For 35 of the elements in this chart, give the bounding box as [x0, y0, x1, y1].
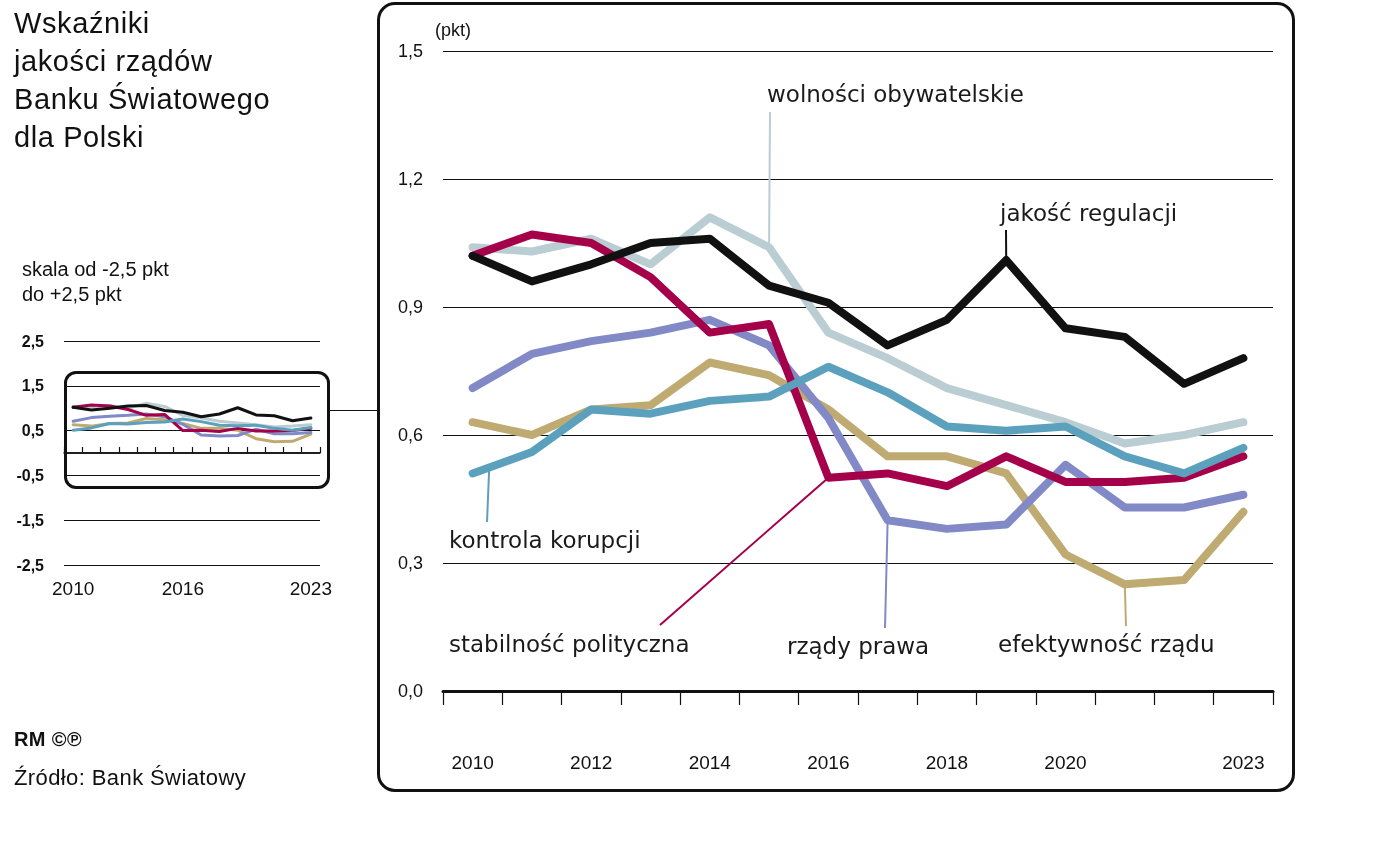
y-tick-label: 0,5: [21, 422, 45, 440]
y-tick-label: 2,5: [21, 332, 45, 350]
text: stabilność polityczna: [449, 631, 690, 657]
x-tick-label: 2020: [1044, 752, 1087, 773]
x-tick-label: 2016: [161, 578, 204, 599]
y-tick-label: 0,6: [397, 425, 423, 445]
y-tick-label: 0,3: [397, 553, 423, 573]
chart-subtitle: skala od -2,5 pkt do +2,5 pkt: [22, 257, 169, 307]
y-tick-label: 1,5: [21, 377, 45, 395]
text: wolności obywatelskie: [767, 81, 1024, 107]
y-tick-label: 0,9: [397, 297, 423, 317]
legend-label: kontrola korupcji: [449, 527, 641, 553]
x-tick-label: 2023: [1222, 752, 1265, 773]
series-label: jakość regulacji: [999, 200, 1178, 226]
y-tick-label: 1,2: [397, 169, 423, 189]
y-axis-title: (pkt): [435, 20, 471, 40]
x-tick-label: 2010: [451, 752, 494, 773]
legend-label: efektywność rządu: [998, 631, 1215, 657]
x-tick-label: 2014: [688, 752, 732, 773]
text: rządy prawa: [787, 633, 930, 659]
x-tick-label: 2018: [925, 752, 969, 773]
line-series: [71, 404, 313, 423]
y-tick-label: 0,0: [397, 681, 423, 701]
line-series: [71, 417, 313, 432]
y-tick-label: -2,5: [16, 556, 45, 574]
x-tick-label: 2016: [807, 752, 850, 773]
x-tick-label: 2010: [52, 578, 95, 599]
y-tick-label: 1,5: [397, 41, 423, 61]
text: Źródło: Bank Światowy: [14, 765, 247, 791]
y-tick-label: -0,5: [16, 466, 45, 484]
chart-title: Wskaźniki jakości rządów Banku Światowego dla Polski: [14, 6, 271, 155]
x-tick-label: 2023: [289, 578, 332, 599]
x-tick-label: 2012: [570, 752, 613, 773]
text: RM ©℗: [14, 728, 83, 751]
y-tick-label: -1,5: [16, 511, 45, 529]
